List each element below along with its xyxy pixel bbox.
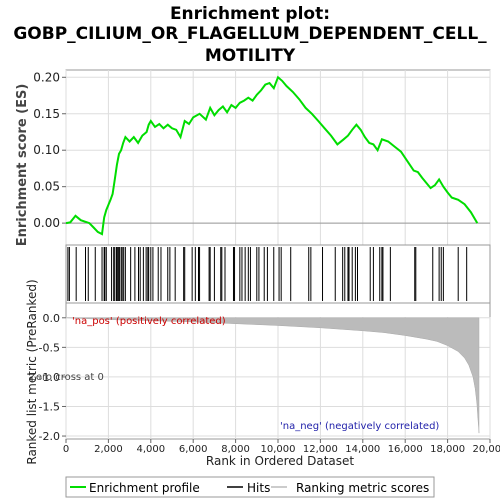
metric-series-ranking-scores [65, 317, 480, 434]
hits-marks [67, 247, 468, 301]
es-y-tick-label: 0.10 [33, 143, 60, 157]
legend-metric-label: Ranking metric scores [296, 481, 429, 495]
x-tick-label: 14,000 [345, 444, 380, 455]
chart-title-line-3: MOTILITY [205, 46, 296, 66]
metric-y-axis-label: Ranked list metric (PreRanked) [25, 279, 39, 464]
x-tick-label: 20,000 [473, 444, 500, 455]
metric-gridlines [65, 317, 491, 439]
zero-cross-annotation: Zero cross at 0 [29, 372, 104, 383]
es-y-tick-label: 0.05 [33, 180, 60, 194]
es-y-tick-label: 0.00 [33, 216, 60, 230]
es-y-axis-label: Enrichment score (ES) [15, 84, 30, 247]
x-tick-label: 18,000 [430, 444, 465, 455]
metric-y-tick-label: 0.0 [43, 312, 61, 325]
x-tick-label: 16,000 [388, 444, 423, 455]
neg-annotation: 'na_neg' (negatively correlated) [280, 421, 439, 432]
x-tick-label: 0 [63, 444, 69, 455]
es-y-ticks: 0.00 0.05 0.10 0.15 0.20 [33, 70, 66, 230]
legend-enrichment-label: Enrichment profile [89, 481, 200, 495]
x-tick-label: 12,000 [303, 444, 338, 455]
x-tick-label: 2,000 [94, 444, 123, 455]
pos-annotation: 'na_pos' (positively correlated) [72, 316, 226, 327]
x-axis-label: Rank in Ordered Dataset [206, 454, 354, 468]
metric-y-tick-label: -2.0 [39, 430, 60, 443]
x-tick-label: 10,000 [261, 444, 296, 455]
legend-box [65, 476, 435, 498]
chart-title-line-2: GOBP_CILIUM_OR_FLAGELLUM_DEPENDENT_CELL_ [13, 24, 487, 44]
metric-y-tick-label: -1.0 [39, 371, 60, 384]
es-series-enrichment-profile [65, 75, 479, 236]
x-tick-label: 4,000 [136, 444, 165, 455]
x-tick-label: 8,000 [221, 444, 250, 455]
hits-panel-frame [65, 244, 491, 304]
metric-y-tick-label: -0.5 [39, 341, 60, 354]
metric-y-tick-label: -1.5 [39, 400, 60, 413]
es-y-tick-label: 0.15 [33, 107, 60, 121]
chart-title-line-1: Enrichment plot: [170, 4, 330, 24]
x-axis-ticks: 0 2,000 4,000 6,000 8,000 10,000 12,000 14,000 1… [63, 439, 500, 455]
legend-hits-label: Hits [247, 481, 270, 495]
x-tick-label: 6,000 [179, 444, 208, 455]
metric-y-ticks: 0.0 -0.5 -1.0 -1.5 -2.0 [39, 312, 66, 443]
es-y-tick-label: 0.20 [33, 70, 60, 84]
